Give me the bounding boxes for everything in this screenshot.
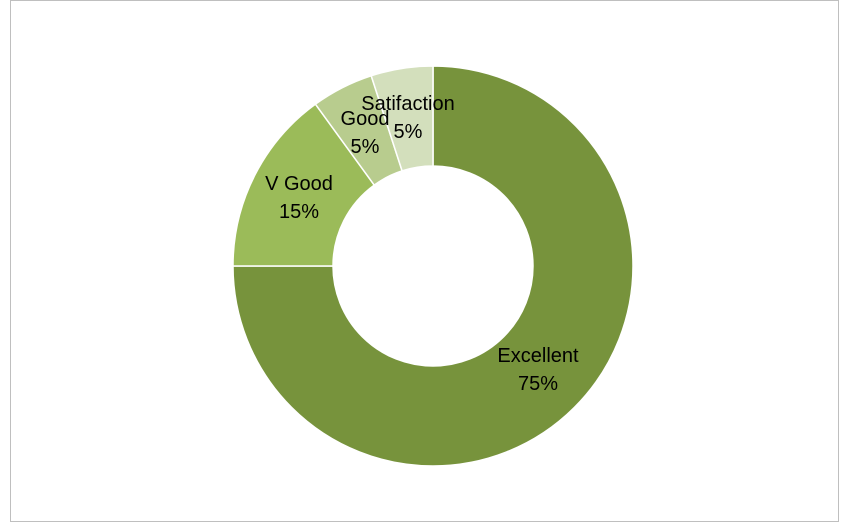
data-label-percent: 5% — [351, 136, 380, 158]
data-label-percent: 75% — [518, 373, 558, 395]
data-label-percent: 5% — [394, 121, 423, 143]
data-label-category: Satifaction — [361, 93, 454, 115]
data-label-percent: 15% — [279, 201, 319, 223]
data-label-category: Excellent — [497, 345, 579, 367]
data-label-category: V Good — [265, 173, 333, 195]
